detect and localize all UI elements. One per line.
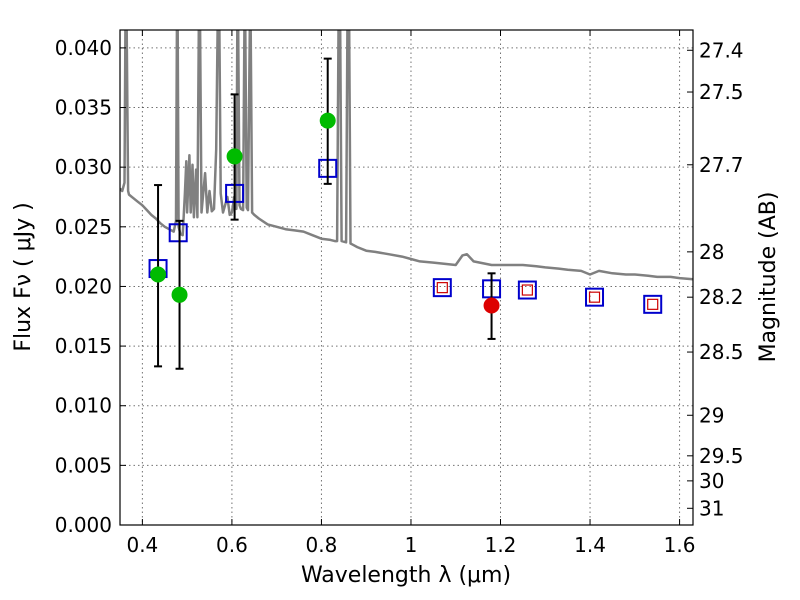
right-tick-label: 29.5 — [699, 444, 744, 468]
right-tick-label: 28.5 — [699, 340, 744, 364]
x-tick-label: 1.2 — [485, 533, 517, 557]
y-tick-label: 0.015 — [55, 334, 112, 358]
x-tick-label: 0.8 — [306, 533, 338, 557]
x-axis-title: Wavelength λ (μm) — [301, 563, 511, 588]
y-tick-label: 0.035 — [55, 96, 112, 120]
model-photometry-marker — [168, 223, 188, 243]
model-inner-marker — [588, 291, 601, 303]
plot-frame — [119, 29, 694, 526]
right-tick-label: 27.4 — [699, 38, 744, 62]
right-tick-label: 30 — [699, 469, 724, 493]
observed-point — [226, 148, 243, 165]
model-photometry-marker — [585, 287, 605, 307]
plot-area — [120, 30, 693, 370]
x-tick-label: 1 — [405, 533, 418, 557]
right-axis-title: Magnitude (AB) — [756, 192, 781, 363]
y-tick-label: 0.010 — [55, 394, 112, 418]
observed-point — [319, 112, 336, 129]
x-tick-label: 1.4 — [574, 533, 606, 557]
y-tick-label: 0.005 — [55, 453, 112, 477]
right-tick-label: 28 — [699, 240, 724, 264]
x-tick-label: 1.6 — [664, 533, 696, 557]
y-tick-label: 0.025 — [55, 215, 112, 239]
axis-ticks: 0.4 0.6 0.8 1 1.2 1.4 1.6 0.000 0.005 0.010 0.015 0… — [55, 30, 744, 557]
y-tick-label: 0.000 — [55, 513, 112, 537]
model-inner-marker — [521, 284, 533, 296]
y-tick-label: 0.030 — [55, 155, 112, 179]
model-photometry-marker — [643, 294, 663, 314]
spectrum-line — [120, 30, 693, 281]
y-axis-title: Flux Fν ( μJy ) — [11, 202, 36, 351]
right-tick-label: 27.5 — [699, 80, 744, 104]
right-tick-label: 27.7 — [699, 153, 744, 177]
model-photometry-marker — [517, 280, 537, 300]
observed-point — [171, 286, 188, 303]
right-tick-label: 28.2 — [699, 285, 744, 309]
model-inner-marker — [647, 298, 659, 310]
model-photometry-marker — [432, 278, 452, 298]
x-tick-label: 0.6 — [216, 533, 248, 557]
y-tick-label: 0.040 — [55, 36, 112, 60]
y-tick-label: 0.020 — [55, 274, 112, 298]
observed-point — [150, 266, 167, 283]
model-inner-marker — [436, 282, 448, 294]
plot-background — [120, 30, 693, 525]
observed-point — [483, 297, 500, 314]
x-tick-label: 0.4 — [126, 533, 158, 557]
right-tick-label: 31 — [699, 496, 724, 520]
right-tick-label: 29 — [699, 403, 724, 427]
